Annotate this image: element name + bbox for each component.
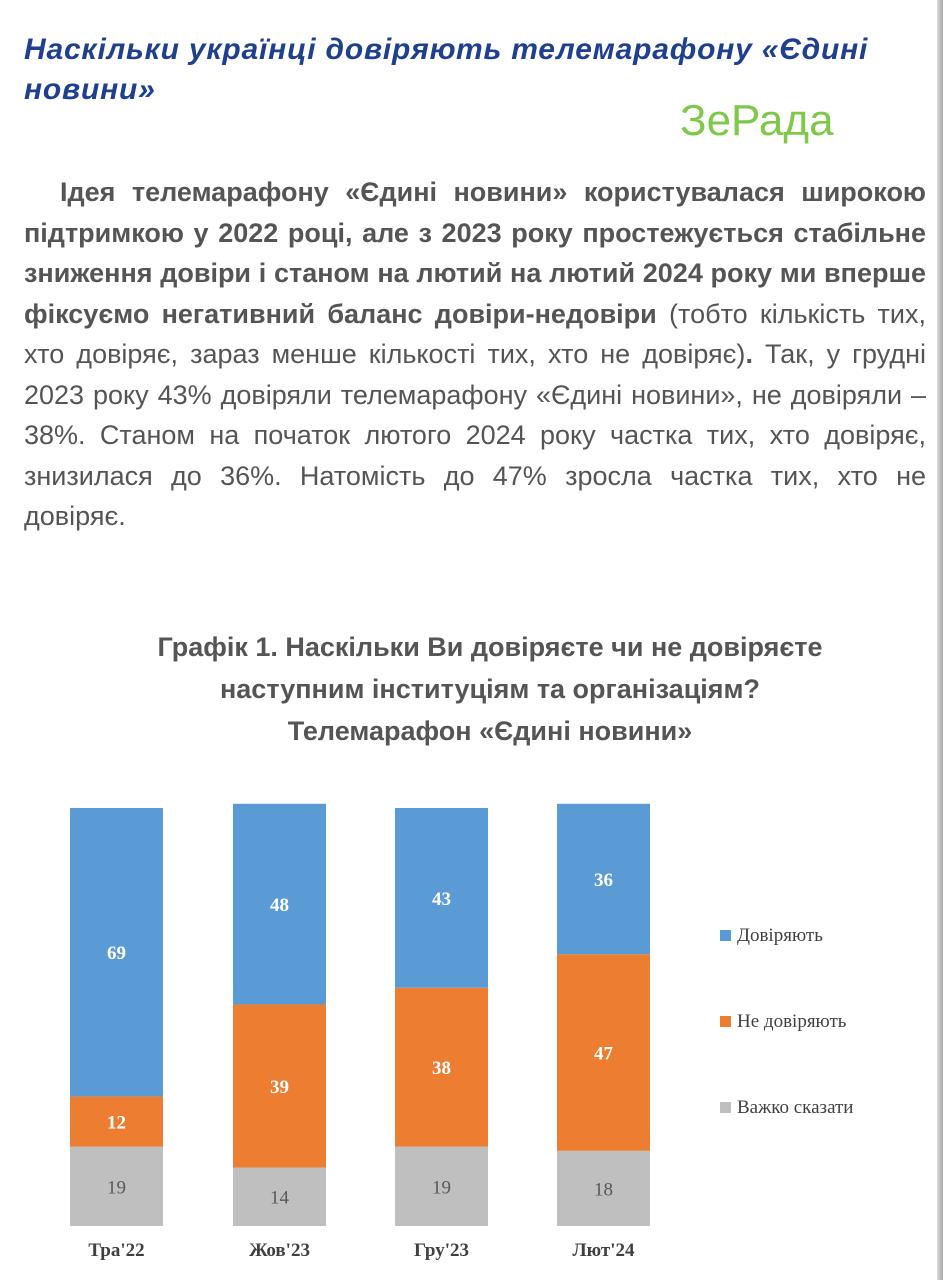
category-label: Лют'24 <box>572 1240 635 1261</box>
data-label-hard: 19 <box>432 1177 451 1198</box>
bar-segment-distrust <box>557 954 650 1151</box>
paragraph-dot: . <box>745 339 753 369</box>
bar-segment-trust <box>70 808 163 1097</box>
watermark-logo: ЗеРада <box>680 96 834 145</box>
data-label-hard: 14 <box>270 1188 290 1209</box>
data-label-trust: 48 <box>270 895 289 916</box>
body-paragraph: Ідея телемарафону «Єдині новини» користу… <box>24 172 926 537</box>
stacked-bar-chart: 19 12 69 Тра'22 14 39 48 Жов'23 19 38 43 Гру'23 18 47… <box>70 803 853 1261</box>
data-label-distrust: 12 <box>107 1113 126 1134</box>
bar-segment-trust <box>233 803 326 1005</box>
data-label-distrust: 39 <box>270 1077 289 1098</box>
data-label-trust: 69 <box>107 943 126 964</box>
bar-segment-distrust <box>70 1096 163 1147</box>
data-label-hard: 18 <box>594 1179 613 1200</box>
bar-segment-hard <box>233 1167 326 1226</box>
bar-segment-hard <box>395 1146 488 1226</box>
headline: Наскільки українці довіряють телемарафон… <box>24 33 869 106</box>
data-label-distrust: 38 <box>432 1058 451 1079</box>
legend-label-hard: Важко сказати <box>737 1097 853 1118</box>
bar-segment-trust <box>395 808 488 988</box>
bar-segment-hard <box>70 1146 163 1226</box>
legend-swatch-distrust <box>720 1016 731 1027</box>
category-label: Гру'23 <box>414 1240 469 1261</box>
bar-segment-trust <box>557 803 650 955</box>
data-label-distrust: 47 <box>594 1044 614 1065</box>
legend-label-trust: Довіряють <box>737 925 823 946</box>
chart-title-line-1: Графік 1. Наскільки Ви довіряєте чи не д… <box>157 632 823 662</box>
bar-segment-hard <box>557 1150 650 1226</box>
legend-swatch-trust <box>720 930 731 941</box>
bar-segment-distrust <box>233 1004 326 1168</box>
paragraph-rest-1: (тобто кількість тих, хто довіряє, зараз… <box>24 298 926 370</box>
paragraph-bold-lead: Ідея телемарафону «Єдині новини» користу… <box>24 177 926 329</box>
category-label: Жов'23 <box>249 1240 310 1261</box>
chart-title: Графік 1. Наскільки Ви довіряєте чи не д… <box>60 626 920 752</box>
bar-segment-distrust <box>395 987 488 1147</box>
paragraph-rest-2: Так, у грудні 2023 року 43% довіряли тел… <box>24 339 926 531</box>
legend-label-distrust: Не довіряють <box>737 1011 847 1032</box>
category-label: Тра'22 <box>88 1240 144 1261</box>
data-label-trust: 36 <box>594 870 613 891</box>
page-edge-shadow <box>937 0 943 1280</box>
chart-title-line-3: Телемарафон «Єдині новини» <box>287 716 693 746</box>
data-label-hard: 19 <box>107 1177 126 1198</box>
data-label-trust: 43 <box>432 889 451 910</box>
legend-swatch-hard <box>720 1102 731 1113</box>
chart-title-line-2: наступним інституціям та організаціям? <box>219 674 761 704</box>
